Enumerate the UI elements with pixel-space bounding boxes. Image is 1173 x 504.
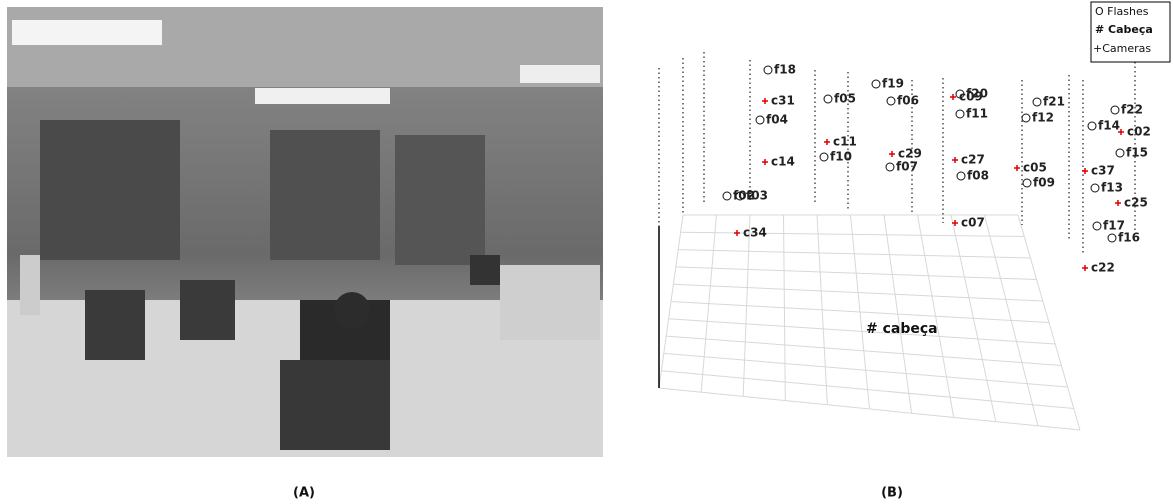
flash-label: f10 <box>830 150 852 164</box>
flash-label: f11 <box>966 107 988 121</box>
grid-line <box>671 302 1049 323</box>
flash-marker <box>1023 179 1031 187</box>
caption: (A) <box>293 486 315 501</box>
flash-marker <box>1093 222 1101 230</box>
camera-label: c09 <box>959 90 983 104</box>
flash-label: f06 <box>897 94 919 108</box>
flash-marker <box>723 192 731 200</box>
flash-label: f09 <box>1033 176 1055 190</box>
camera-label: c37 <box>1091 164 1115 178</box>
flash-label: f13 <box>1101 181 1123 195</box>
flash-marker <box>1116 149 1124 157</box>
camera-label: c31 <box>771 94 795 108</box>
flash-marker <box>1091 184 1099 192</box>
flash-label: f08 <box>967 169 989 183</box>
flash-label: f22 <box>1121 103 1143 117</box>
flash-marker <box>1111 106 1119 114</box>
flash-label: f21 <box>1043 95 1065 109</box>
flash-marker <box>887 97 895 105</box>
camera-label: c05 <box>1023 161 1047 175</box>
flash-label: f03 <box>746 189 768 203</box>
caption: (B) <box>881 486 903 501</box>
flash-marker <box>764 66 772 74</box>
legend-entry: # Cabeça <box>1095 23 1153 36</box>
legend-entry: O Flashes <box>1095 5 1149 18</box>
camera-label: c07 <box>961 216 985 230</box>
flash-marker <box>756 116 764 124</box>
flash-marker <box>872 80 880 88</box>
flash-marker <box>1088 122 1096 130</box>
grid-line <box>985 215 1038 426</box>
figure: (A) f18f19f05f06f20f21f22f04f11f12f14f15… <box>0 0 1173 504</box>
camera-label: c27 <box>961 153 985 167</box>
head-label: # cabeça <box>866 321 938 337</box>
flash-label: f12 <box>1032 111 1054 125</box>
flash-marker <box>1108 234 1116 242</box>
flash-label: f15 <box>1126 146 1148 160</box>
photo <box>7 7 603 457</box>
camera-label: c22 <box>1091 261 1115 275</box>
flash-marker <box>957 172 965 180</box>
camera-label: c11 <box>833 135 857 149</box>
grid-line <box>918 215 954 417</box>
camera-label: c02 <box>1127 125 1151 139</box>
flash-marker <box>824 95 832 103</box>
camera-label: c34 <box>743 226 767 240</box>
grid-line <box>664 353 1068 387</box>
flash-label: f07 <box>896 160 918 174</box>
camera-label: c29 <box>898 147 922 161</box>
flash-marker <box>956 110 964 118</box>
flash-label: f16 <box>1118 231 1140 245</box>
grid-line <box>884 215 912 413</box>
flash-label: f18 <box>774 63 796 77</box>
grid-line <box>1018 215 1080 430</box>
flash-marker <box>820 153 828 161</box>
flash-label: f19 <box>882 77 904 91</box>
grid-line <box>659 388 1080 430</box>
flash-label: f05 <box>834 92 856 106</box>
flash-marker <box>886 163 894 171</box>
flash-label: f04 <box>766 113 788 127</box>
camera-label: c14 <box>771 155 795 169</box>
flash-marker <box>1022 114 1030 122</box>
grid-line <box>951 215 996 422</box>
camera-label: c25 <box>1124 196 1148 210</box>
page: {"photo": {"caption": "(A)"}, "plot": {"… <box>0 0 1173 504</box>
flash-marker <box>1033 98 1041 106</box>
legend-entry: +Cameras <box>1093 42 1151 55</box>
flash-label: f14 <box>1098 119 1120 133</box>
grid-line <box>661 371 1073 409</box>
